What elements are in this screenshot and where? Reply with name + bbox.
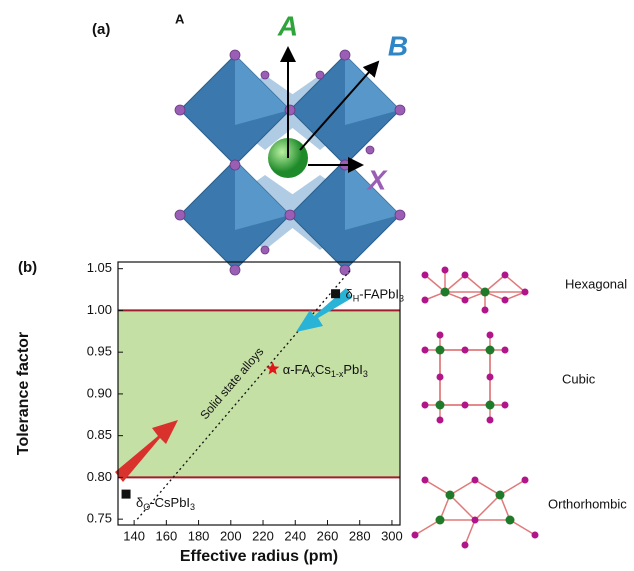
site-label: B <box>388 30 408 61</box>
point-label: δO-CsPbI3 <box>136 496 195 513</box>
label-part: 1-x <box>331 369 344 379</box>
point <box>331 289 341 299</box>
x-tick-label: 140 <box>123 528 145 543</box>
arrow <box>296 288 352 332</box>
y-tick-label: 1.05 <box>87 260 112 275</box>
x-tick-label: 300 <box>381 528 403 543</box>
point <box>266 361 280 375</box>
panel-label: (a) <box>92 21 110 38</box>
y-tick-label: 0.95 <box>87 344 112 359</box>
structure-label: Hexagonal <box>565 276 627 291</box>
site-label: A <box>277 10 298 41</box>
y-tick-label: 0.90 <box>87 385 112 400</box>
point-label: δH-FAPbI3 <box>346 287 405 304</box>
label-part: -FAPbI <box>359 287 399 302</box>
label-part: O <box>143 502 150 512</box>
label-part: 3 <box>399 294 404 304</box>
structure-label: Orthorhombic <box>548 496 627 511</box>
label-part: α-FA <box>283 362 311 377</box>
x-tick-label: 220 <box>252 528 274 543</box>
label-part: H <box>353 294 360 304</box>
site-label: X <box>366 164 389 195</box>
x-tick-label: 260 <box>317 528 339 543</box>
structure-label: Cubic <box>562 371 596 386</box>
y-tick-label: 0.85 <box>87 427 112 442</box>
label-part: PbI <box>343 362 363 377</box>
point <box>121 489 131 499</box>
x-tick-label: 180 <box>188 528 210 543</box>
y-axis-label: Tolerance factor <box>15 332 32 455</box>
label-part: Cs <box>315 362 331 377</box>
label-part: x <box>310 369 315 379</box>
x-tick-label: 280 <box>349 528 371 543</box>
y-tick-label: 0.80 <box>87 469 112 484</box>
x-tick-label: 240 <box>284 528 306 543</box>
label-part: δ <box>136 496 143 511</box>
point-label: α-FAxCs1-xPbI3 <box>283 362 368 379</box>
x-tick-label: 200 <box>220 528 242 543</box>
label-part: δ <box>346 287 353 302</box>
structure-diagrams <box>411 266 539 549</box>
label-part: 3 <box>363 369 368 379</box>
y-tick-label: 0.75 <box>87 511 112 526</box>
label-part: -CsPbI <box>150 496 190 511</box>
crystal-illustration <box>174 46 406 276</box>
label-part: 3 <box>190 502 195 512</box>
y-tick-label: 1.00 <box>87 302 112 317</box>
panel-label: (b) <box>18 259 37 276</box>
x-axis-label: Effective radius (pm) <box>180 548 338 565</box>
stability-band <box>118 310 400 478</box>
corner-label: A <box>175 11 185 26</box>
arrow <box>115 420 178 482</box>
x-tick-label: 160 <box>155 528 177 543</box>
